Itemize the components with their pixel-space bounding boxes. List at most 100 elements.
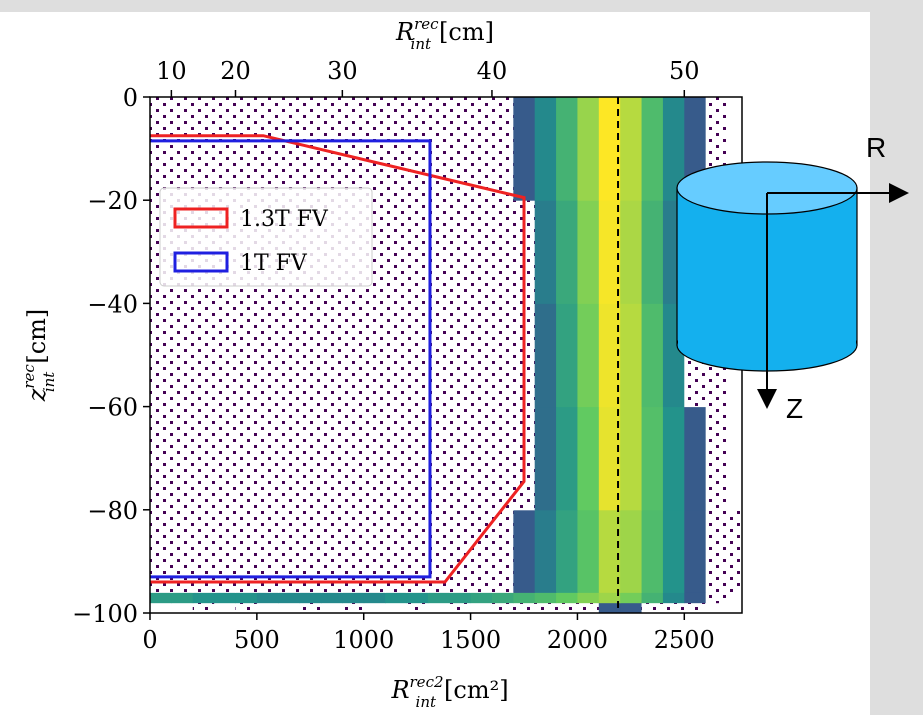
heat-cell	[534, 97, 557, 201]
y-tick-label: −40	[87, 290, 138, 318]
heat-cell	[150, 592, 172, 604]
heat-cell	[556, 406, 578, 511]
heat-cell	[620, 406, 643, 511]
heat-cell	[641, 97, 664, 201]
heat-cell	[470, 200, 493, 304]
heat-cell	[470, 592, 493, 604]
heat-cell	[406, 97, 429, 201]
heat-cell	[427, 406, 450, 511]
heat-cell	[662, 592, 685, 604]
heat-cell	[556, 602, 578, 613]
heat-cell	[598, 592, 621, 604]
heat-cell	[427, 602, 450, 613]
heat-cell	[192, 406, 215, 511]
heat-cell	[470, 602, 493, 613]
heat-cell	[385, 303, 407, 408]
heat-cell	[299, 303, 322, 408]
heat-cell	[534, 592, 557, 604]
heat-cell	[491, 602, 514, 613]
heat-cell	[662, 97, 685, 201]
heat-cell	[727, 406, 742, 511]
x2-tick-label: 10	[156, 57, 187, 85]
heat-cell	[406, 303, 429, 408]
heat-cell	[641, 200, 664, 304]
heat-cell	[577, 602, 600, 613]
heat-cell	[256, 509, 279, 593]
x-tick-label: 500	[234, 626, 280, 654]
heat-cell	[320, 509, 343, 593]
heat-cell	[684, 602, 707, 613]
label-sub: int	[416, 693, 437, 711]
heat-cell	[171, 406, 194, 511]
y-tick-label: 0	[123, 84, 138, 112]
x-tick-label: 0	[142, 626, 157, 654]
heat-cell	[150, 97, 172, 201]
heat-cell	[299, 97, 322, 201]
heat-cell	[385, 200, 407, 304]
heat-cell	[684, 592, 707, 604]
heat-cell	[470, 509, 493, 593]
heat-cell	[171, 602, 194, 613]
legend-label: 1.3T FV	[240, 207, 329, 232]
x2-tick-label: 30	[327, 57, 358, 85]
heat-cell	[705, 602, 728, 613]
label-base: z	[23, 388, 51, 402]
heat-cell	[278, 406, 301, 511]
heat-cell	[320, 97, 343, 201]
heat-cell	[513, 592, 536, 604]
heat-cell	[427, 592, 450, 604]
heat-cell	[150, 602, 172, 613]
fv-region	[150, 139, 432, 579]
label-unit: [cm]	[23, 309, 51, 364]
heat-cell	[256, 592, 279, 604]
heat-cell	[214, 602, 236, 613]
heat-cell	[192, 602, 215, 613]
heat-cell	[150, 303, 172, 408]
ylabel: zrec int [cm]	[20, 309, 58, 403]
heat-cell	[577, 303, 600, 408]
heat-cell	[278, 97, 301, 201]
heat-cell	[534, 602, 557, 613]
heat-cell	[684, 406, 707, 511]
label-unit: [cm²]	[444, 676, 509, 704]
heat-cell	[491, 592, 514, 604]
heat-cell	[427, 509, 450, 593]
x-tick-label: 1000	[333, 626, 394, 654]
label-unit: [cm]	[439, 18, 494, 46]
heat-cell	[662, 406, 685, 511]
heat-cell	[385, 509, 407, 593]
xlabel: Rrec2 int [cm²]	[390, 673, 508, 711]
heat-cell	[491, 200, 514, 304]
x-tick-label: 2000	[547, 626, 608, 654]
heat-cell	[171, 509, 194, 593]
heat-cell	[598, 509, 621, 593]
heat-cell	[235, 97, 258, 201]
heat-cell	[363, 592, 386, 604]
heat-cell	[598, 97, 621, 201]
heat-cell	[299, 592, 322, 604]
y-tick-label: −80	[87, 497, 138, 525]
heat-cell	[278, 592, 301, 604]
heat-cell	[556, 303, 578, 408]
heat-cell	[342, 303, 365, 408]
heat-cell	[534, 509, 557, 593]
legend-swatch	[173, 207, 229, 229]
heat-cell	[598, 602, 621, 613]
y-tick-label: −60	[87, 394, 138, 422]
heat-cell	[256, 406, 279, 511]
heat-cell	[513, 97, 536, 201]
heat-cell	[256, 97, 279, 201]
legend-swatch	[173, 251, 229, 273]
heat-cell	[363, 602, 386, 613]
heat-cell	[449, 97, 472, 201]
heat-cell	[235, 592, 258, 604]
heat-cell	[150, 509, 172, 593]
heat-cell	[235, 602, 258, 613]
heat-cell	[727, 592, 742, 604]
heat-cell	[342, 602, 365, 613]
heat-cell	[449, 509, 472, 593]
heat-cell	[534, 406, 557, 511]
heat-cell	[278, 602, 301, 613]
heat-cell	[641, 303, 664, 408]
heat-cell	[556, 200, 578, 304]
